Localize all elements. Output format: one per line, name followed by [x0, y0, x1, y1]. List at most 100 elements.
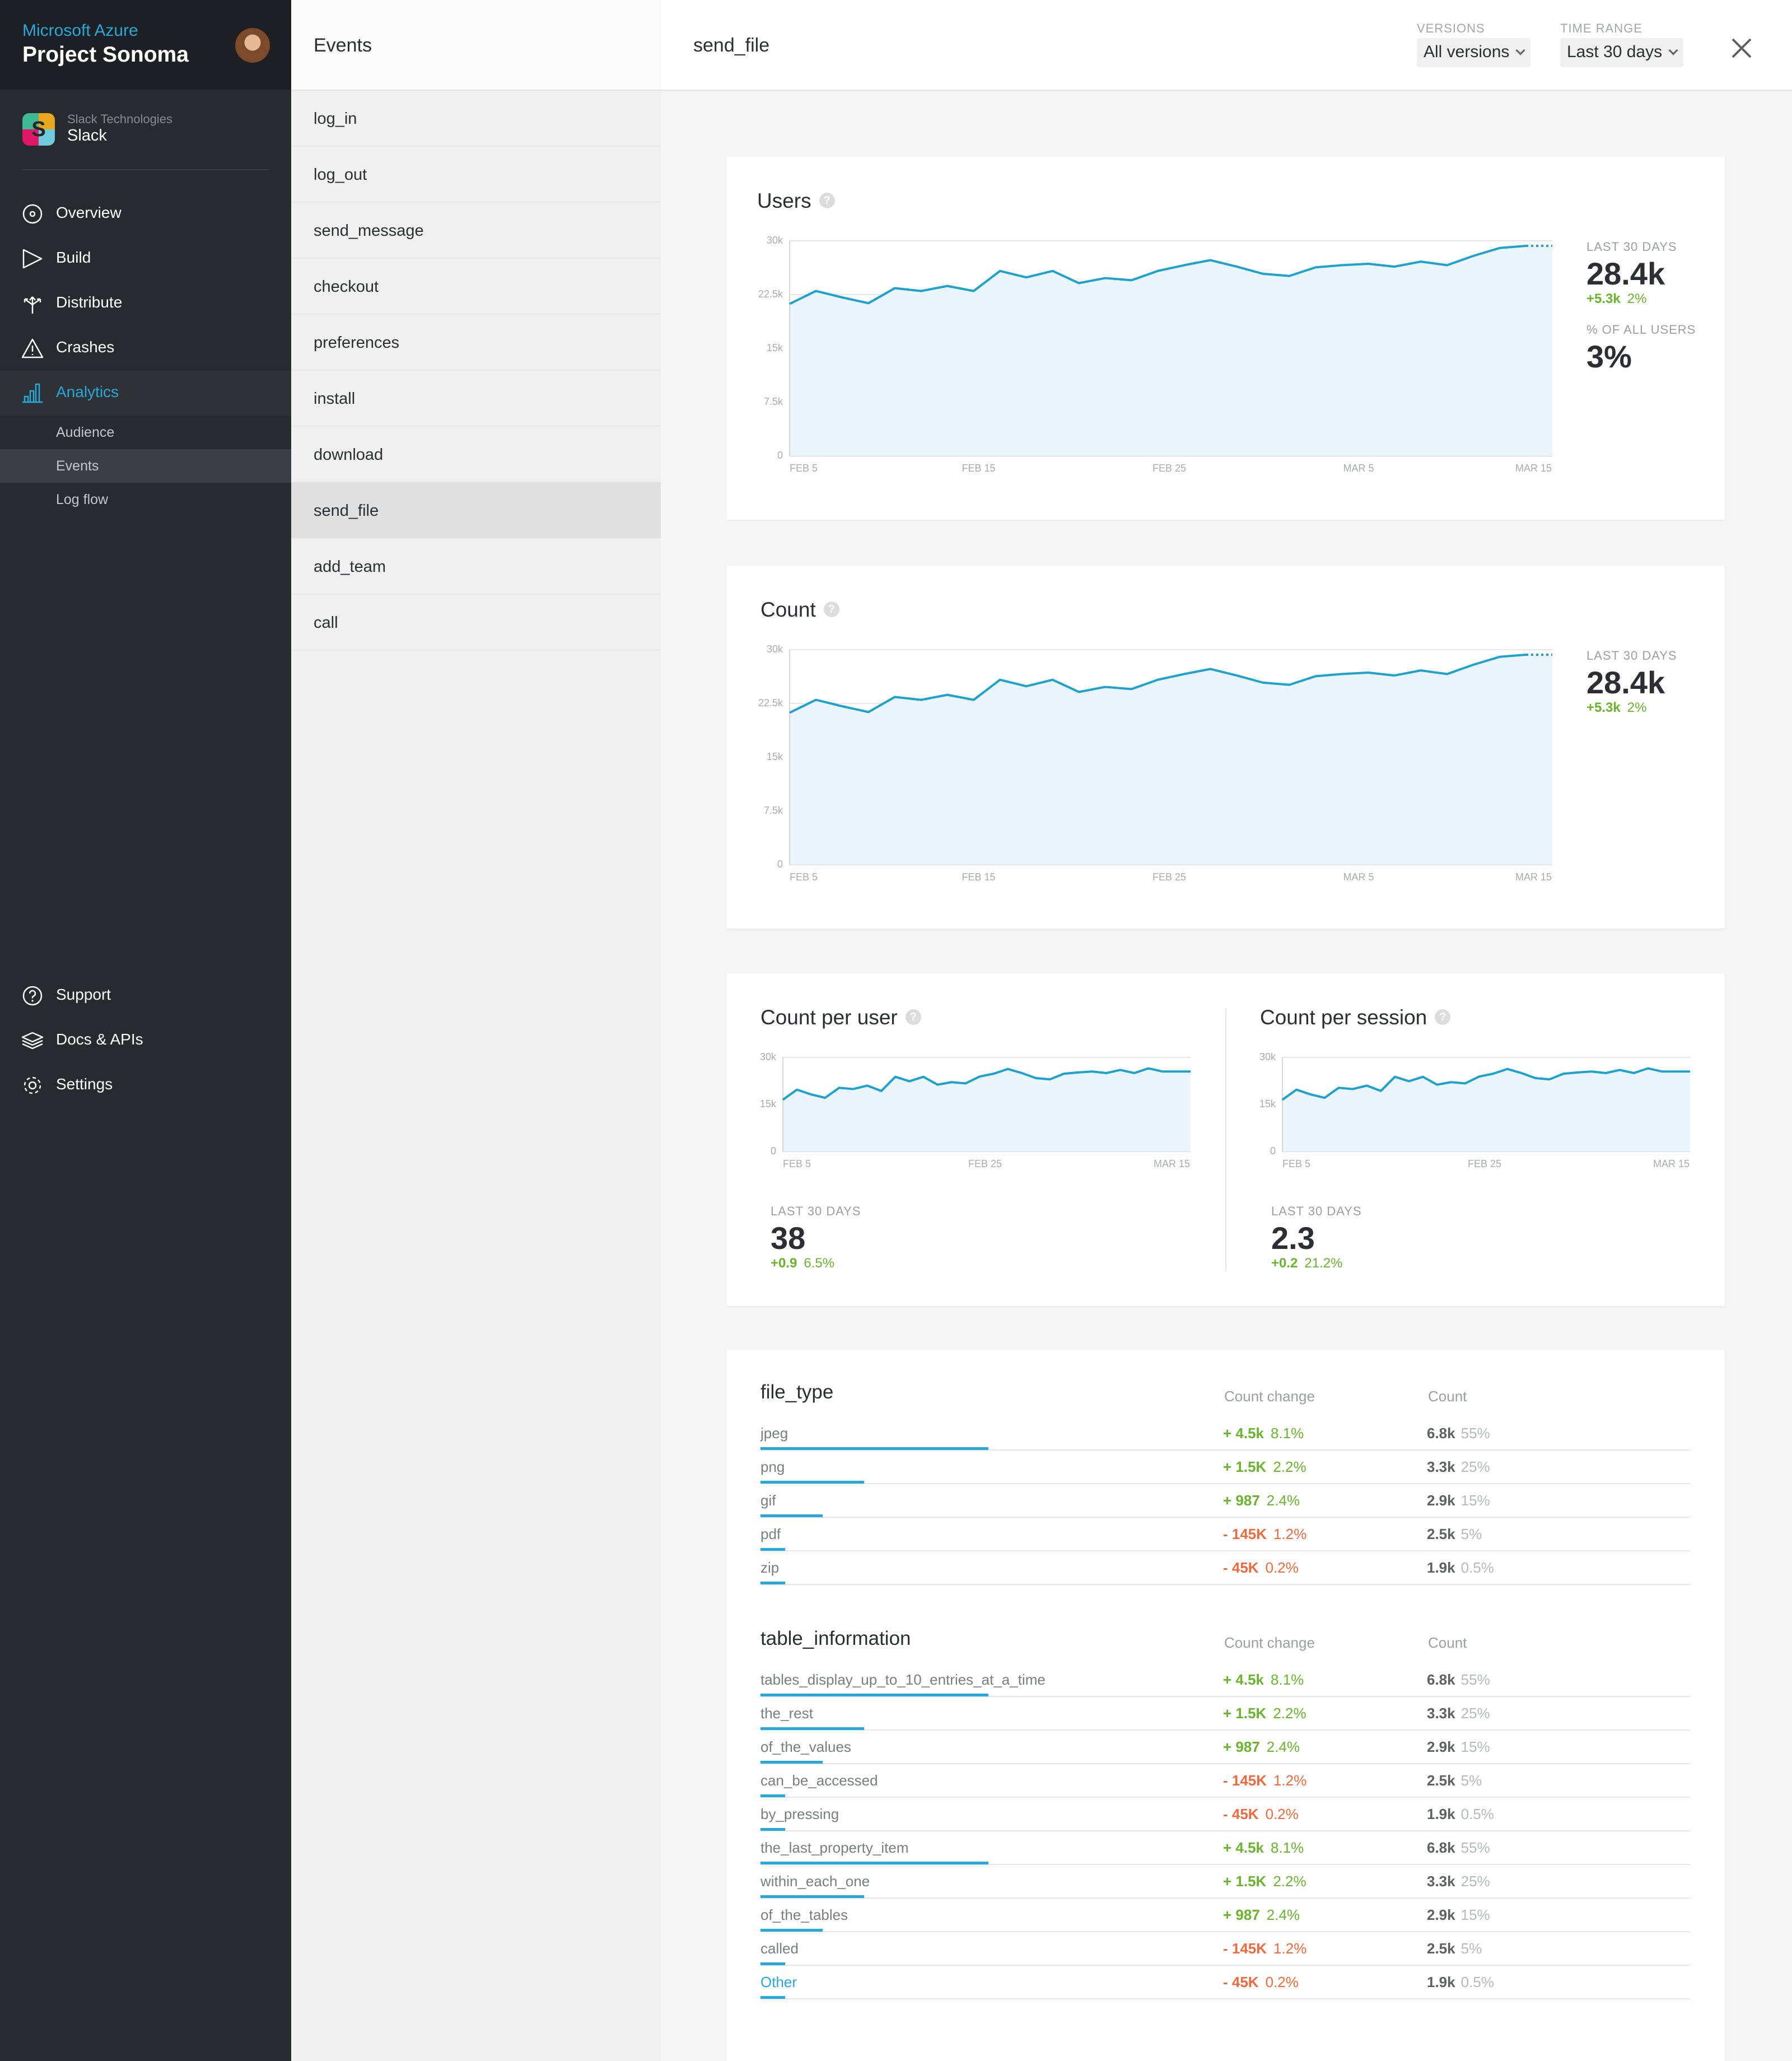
- sidebar-item-label: Build: [56, 249, 91, 266]
- row-count: 1.9k 0.5%: [1427, 1806, 1494, 1823]
- avatar[interactable]: [235, 28, 270, 63]
- row-name: pdf: [760, 1526, 781, 1542]
- event-item-label: download: [314, 446, 384, 464]
- sidebar-subitem-log-flow[interactable]: Log flow: [0, 483, 291, 516]
- row-change-value: + 4.5k: [1223, 1671, 1264, 1688]
- table-row[interactable]: of_the_tables + 987 2.4% 2.9k 15%: [760, 1899, 1690, 1932]
- row-count-value: 1.9k: [1427, 1974, 1455, 1990]
- row-count-pct: 25%: [1460, 1873, 1490, 1890]
- row-share-bar: [760, 1582, 785, 1584]
- count-stat-delta: +5.3k 2%: [1586, 700, 1646, 716]
- sidebar-item-support[interactable]: Support: [0, 973, 291, 1018]
- table-row[interactable]: the_last_property_item + 4.5k 8.1% 6.8k 55%: [760, 1831, 1690, 1865]
- event-item-checkout[interactable]: checkout: [291, 259, 661, 315]
- event-item-label: checkout: [314, 278, 379, 296]
- event-item-call[interactable]: call: [291, 595, 661, 651]
- table-row[interactable]: zip - 45K 0.2% 1.9k 0.5%: [760, 1551, 1690, 1585]
- per-session-delta-pct: 21.2%: [1304, 1256, 1343, 1271]
- events-header: Events: [291, 0, 661, 91]
- sidebar-item-docs[interactable]: Docs & APIs: [0, 1018, 291, 1063]
- series-area: [790, 654, 1552, 865]
- row-count-pct: 0.5%: [1460, 1974, 1494, 1990]
- row-share-bar: [760, 1794, 785, 1797]
- sidebar-item-settings[interactable]: Settings: [0, 1063, 291, 1108]
- table-row[interactable]: pdf - 145K 1.2% 2.5k 5%: [760, 1518, 1690, 1551]
- row-count-value: 6.8k: [1427, 1839, 1455, 1856]
- count-delta-value: +5.3k: [1586, 700, 1621, 715]
- sidebar-subitem-audience[interactable]: Audience: [0, 416, 291, 449]
- per-session-delta-value: +0.2: [1271, 1256, 1298, 1271]
- table-row[interactable]: within_each_one + 1.5K 2.2% 3.3k 25%: [760, 1865, 1690, 1899]
- table-information-col-change[interactable]: Count change: [1224, 1634, 1315, 1651]
- table-row[interactable]: Other - 45K 0.2% 1.9k 0.5%: [760, 1966, 1690, 1999]
- count-title-text: Count: [760, 598, 816, 621]
- row-count-change: - 145K 1.2%: [1223, 1940, 1306, 1957]
- sidebar-item-analytics[interactable]: Analytics: [0, 371, 291, 416]
- project-name[interactable]: Project Sonoma: [22, 43, 189, 67]
- row-count-change: - 45K 0.2%: [1223, 1559, 1299, 1577]
- table-row[interactable]: called - 145K 1.2% 2.5k 5%: [760, 1932, 1690, 1966]
- event-item-send-message[interactable]: send_message: [291, 203, 661, 259]
- sidebar-item-crashes[interactable]: Crashes: [0, 326, 291, 371]
- sidebar-item-label: Analytics: [56, 383, 119, 400]
- event-item-download[interactable]: download: [291, 427, 661, 483]
- time-range-caption: TIME RANGE: [1560, 21, 1642, 35]
- table-information-col-count[interactable]: Count: [1428, 1634, 1467, 1651]
- table-row[interactable]: can_be_accessed - 145K 1.2% 2.5k 5%: [760, 1764, 1690, 1798]
- users-card-title: Users?: [757, 189, 835, 213]
- help-icon[interactable]: ?: [905, 1009, 921, 1025]
- row-share-bar: [760, 1828, 785, 1831]
- event-item-log-in[interactable]: log_in: [291, 91, 661, 147]
- per-session-stat-delta: +0.2 21.2%: [1271, 1256, 1342, 1271]
- help-icon[interactable]: ?: [819, 193, 835, 209]
- sidebar-item-distribute[interactable]: Distribute: [0, 281, 291, 326]
- versions-dropdown[interactable]: All versions: [1417, 38, 1531, 67]
- help-icon[interactable]: ?: [1435, 1009, 1451, 1025]
- row-name[interactable]: Other: [760, 1974, 797, 1990]
- event-item-label: call: [314, 614, 338, 632]
- row-change-pct: 1.2%: [1273, 1526, 1307, 1542]
- row-count: 2.5k 5%: [1427, 1526, 1482, 1543]
- table-row[interactable]: by_pressing - 45K 0.2% 1.9k 0.5%: [760, 1798, 1690, 1831]
- row-count-change: - 45K 0.2%: [1223, 1806, 1299, 1823]
- time-range-dropdown[interactable]: Last 30 days: [1560, 38, 1684, 67]
- x-tick-label: MAR 15: [1515, 871, 1552, 883]
- table-row[interactable]: the_rest + 1.5K 2.2% 3.3k 25%: [760, 1697, 1690, 1731]
- event-item-add-team[interactable]: add_team: [291, 539, 661, 595]
- event-item-install[interactable]: install: [291, 371, 661, 427]
- app-name[interactable]: Slack: [67, 127, 107, 144]
- table-row[interactable]: tables_display_up_to_10_entries_at_a_tim…: [760, 1663, 1690, 1697]
- sidebar-item-build[interactable]: Build: [0, 236, 291, 281]
- file-type-col-count[interactable]: Count: [1428, 1388, 1467, 1405]
- table-row[interactable]: of_the_values + 987 2.4% 2.9k 15%: [760, 1731, 1690, 1764]
- users-delta-pct: 2%: [1627, 291, 1647, 306]
- help-icon[interactable]: ?: [823, 601, 839, 618]
- y-tick-label: 0: [1270, 1145, 1276, 1157]
- row-change-pct: 2.2%: [1273, 1873, 1306, 1890]
- app-icon-letter: S: [31, 118, 46, 141]
- users-share-caption: % OF ALL USERS: [1586, 323, 1696, 337]
- count-per-session-chart: 30k 15k 0 FEB 5 FEB 25 MAR 15: [1249, 1051, 1690, 1185]
- sidebar-subitem-events[interactable]: Events: [0, 449, 291, 483]
- table-row[interactable]: jpeg + 4.5k 8.1% 6.8k 55%: [760, 1417, 1690, 1451]
- row-name: tables_display_up_to_10_entries_at_a_tim…: [760, 1671, 1046, 1688]
- event-item-preferences[interactable]: preferences: [291, 315, 661, 371]
- x-tick-label: FEB 5: [783, 1158, 811, 1169]
- table-row[interactable]: png + 1.5K 2.2% 3.3k 25%: [760, 1451, 1690, 1484]
- file-type-col-change[interactable]: Count change: [1224, 1388, 1315, 1405]
- y-tick-label: 15k: [759, 1098, 776, 1109]
- row-change-pct: 8.1%: [1271, 1671, 1304, 1688]
- x-tick-label: MAR 5: [1343, 463, 1374, 474]
- event-item-log-out[interactable]: log_out: [291, 147, 661, 203]
- event-item-label: install: [314, 390, 356, 408]
- slack-app-icon[interactable]: S: [22, 113, 55, 146]
- row-name: the_rest: [760, 1705, 813, 1722]
- chart-plot-area: [789, 649, 1552, 865]
- event-item-send-file[interactable]: send_file: [291, 483, 661, 539]
- table-row[interactable]: gif + 987 2.4% 2.9k 15%: [760, 1484, 1690, 1518]
- close-icon[interactable]: [1729, 36, 1754, 60]
- row-count-change: - 145K 1.2%: [1223, 1772, 1306, 1789]
- row-change-value: + 1.5K: [1223, 1873, 1267, 1890]
- sidebar-item-overview[interactable]: Overview: [0, 192, 291, 236]
- x-tick-label: MAR 15: [1515, 463, 1552, 474]
